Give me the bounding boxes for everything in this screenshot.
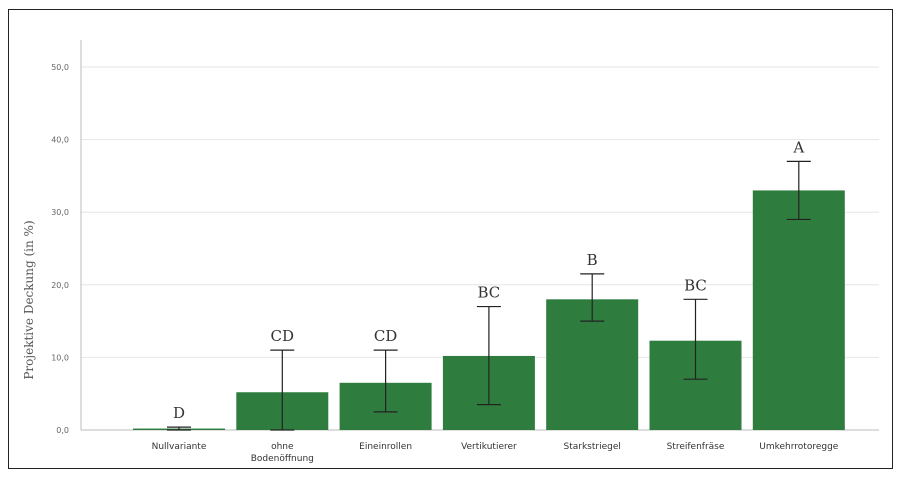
- significance-label: D: [173, 404, 185, 422]
- significance-label: CD: [374, 327, 398, 345]
- category-label: Umkehrrotoregge: [759, 442, 839, 452]
- y-tick-label: 50,0: [51, 63, 69, 72]
- significance-labels: D CD CD BC B BC A: [173, 138, 804, 422]
- y-tick-label: 0,0: [56, 426, 69, 435]
- category-label: Streifenfräse: [667, 442, 725, 452]
- category-label: Starkstriegel: [564, 442, 621, 452]
- significance-label: BC: [478, 284, 501, 302]
- error-bars: [167, 160, 811, 431]
- significance-label: CD: [271, 327, 295, 345]
- y-tick-labels: 0,0 10,0 20,0 30,0 40,0 50,0: [51, 63, 69, 435]
- chart-frame: 0,0 10,0 20,0 30,0 40,0 50,0 D CD CD BC B BC A Null…: [8, 9, 893, 469]
- y-tick-label: 40,0: [51, 136, 69, 145]
- bar: [752, 190, 845, 430]
- significance-label: BC: [684, 276, 707, 294]
- y-tick-label: 30,0: [51, 208, 69, 217]
- bar-chart: 0,0 10,0 20,0 30,0 40,0 50,0 D CD CD BC B BC A Null…: [22, 40, 879, 464]
- category-label: ohne Bodenöffnung: [251, 442, 314, 464]
- category-label: Eineinrollen: [359, 442, 412, 452]
- grid-lines: [81, 66, 879, 431]
- y-tick-label: 10,0: [51, 353, 69, 362]
- y-axis-label: Projektive Deckung (in %): [22, 220, 36, 379]
- y-tick-label: 20,0: [51, 281, 69, 290]
- significance-label: A: [792, 138, 804, 156]
- significance-label: B: [587, 251, 598, 269]
- category-label: Vertikutierer: [461, 442, 517, 452]
- category-labels: Nullvariante ohne Bodenöffnung Eineinrollen…: [152, 442, 839, 464]
- category-label: Nullvariante: [152, 442, 207, 452]
